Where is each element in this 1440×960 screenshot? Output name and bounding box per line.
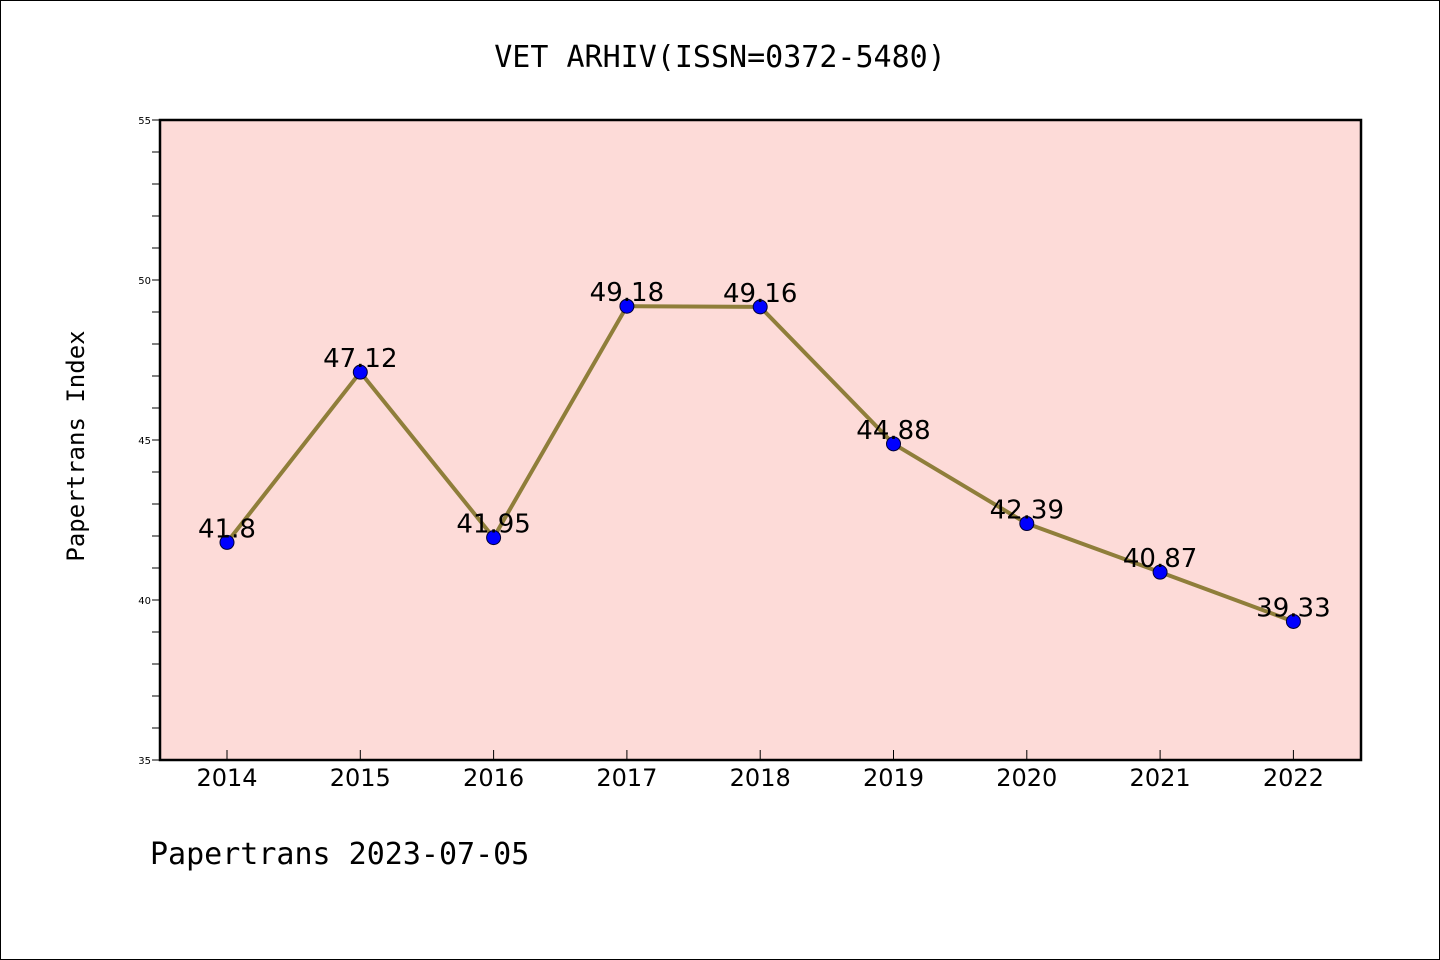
x-tick-label: 2021: [1130, 764, 1191, 792]
x-tick-label: 2016: [463, 764, 524, 792]
data-point: [1152, 564, 1168, 580]
data-point: [619, 298, 635, 314]
x-tick-label: 2019: [863, 764, 924, 792]
data-labels: 41.8 47.12 41.95 49.18 49.16 44.88 42.39 40.87 3…: [198, 278, 1331, 623]
data-label: 49.16: [723, 279, 797, 309]
data-label: 49.18: [590, 278, 664, 308]
data-point: [1285, 613, 1301, 629]
series-group: [219, 298, 1301, 629]
data-label: 40.87: [1123, 544, 1197, 574]
plot-border: [158, 118, 1363, 762]
y-tick-label: 40: [138, 596, 151, 607]
data-point: [486, 530, 502, 546]
x-tick-label: 2022: [1263, 764, 1324, 792]
y-tick-label: 55: [138, 116, 151, 127]
y-axis-ticks: 35 40 45 50 55: [138, 116, 160, 767]
data-label: 41.95: [456, 510, 530, 540]
data-point: [1019, 516, 1035, 532]
data-label: 39.33: [1256, 593, 1330, 623]
x-tick-label: 2014: [196, 764, 257, 792]
data-label: 42.39: [990, 496, 1064, 526]
y-tick-label: 45: [138, 436, 151, 447]
x-tick-label: 2020: [996, 764, 1057, 792]
y-axis-label: Papertrans Index: [62, 330, 90, 561]
x-tick-label: 2015: [330, 764, 391, 792]
data-label: 44.88: [856, 416, 930, 446]
x-axis-ticks: 2014 2015 2016 2017 2018 2019 2020 2021 2022: [196, 750, 1324, 792]
chart-footer: Papertrans 2023-07-05: [150, 837, 529, 872]
x-tick-label: 2018: [730, 764, 791, 792]
data-label: 41.8: [198, 514, 256, 544]
data-label: 47.12: [323, 344, 397, 374]
data-point: [352, 364, 368, 380]
chart-title: VET ARHIV(ISSN=0372-5480): [494, 40, 946, 75]
plot-area: [160, 120, 1361, 760]
y-tick-label: 35: [138, 756, 151, 767]
x-tick-label: 2017: [596, 764, 657, 792]
data-point: [219, 534, 235, 550]
y-tick-label: 50: [138, 276, 151, 287]
data-point: [752, 299, 768, 315]
data-point: [886, 436, 901, 452]
